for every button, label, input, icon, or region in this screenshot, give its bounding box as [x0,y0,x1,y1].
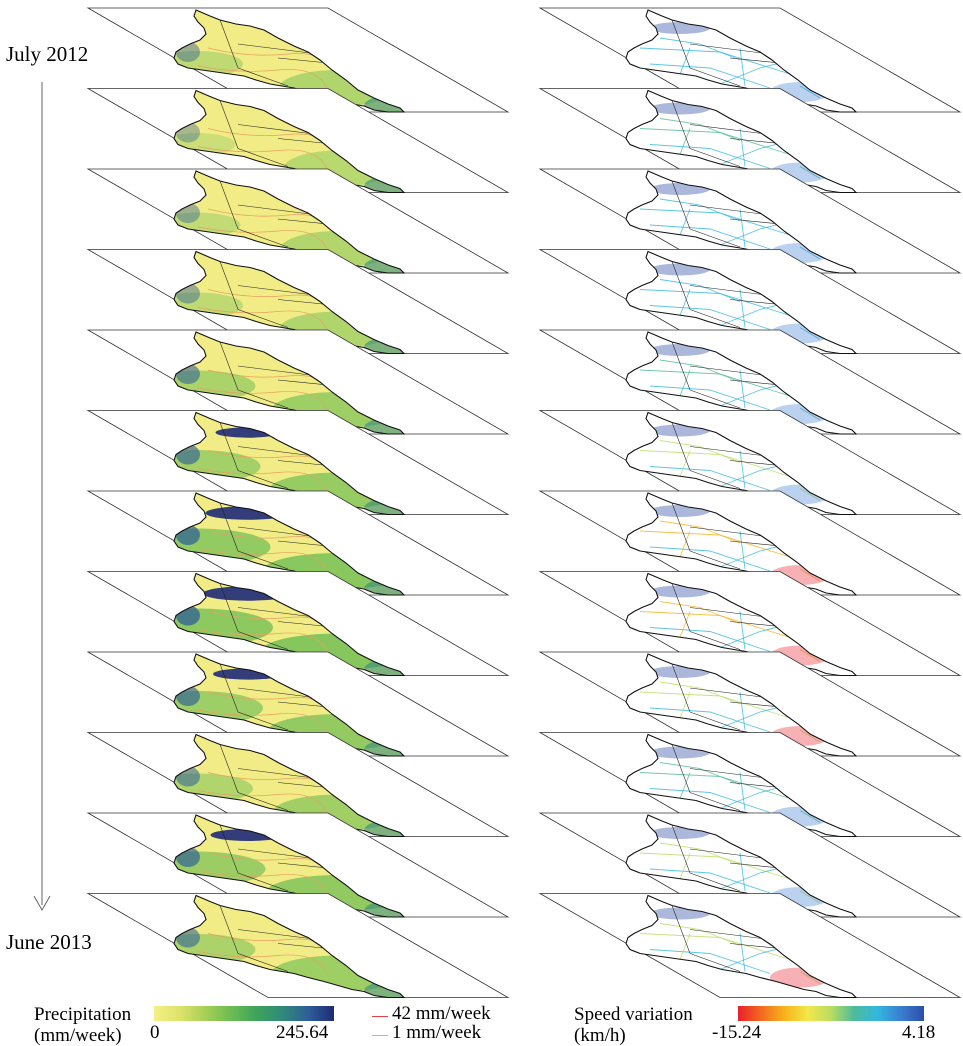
speed-map-layer-9 [538,651,962,757]
precip-map-layer-8 [86,571,510,677]
precipitation-legend-title-line1: Precipitation [34,1004,132,1025]
speed-min-label: -15.24 [712,1022,762,1043]
precipitation-min-label: 0 [150,1022,160,1043]
timeline-arrow-head [33,895,51,912]
precipitation-max-label: 245.64 [276,1022,329,1043]
speed-legend-title-line1: Speed variation [574,1004,693,1025]
speed-map-layer-2 [538,88,962,194]
precip-map-layer-1 [86,7,510,113]
speed-map-layer-6 [538,410,962,516]
speed-land-fill [626,895,856,998]
precip-map-layer-3 [86,168,510,274]
precipitation-legend-title: Precipitation (mm/week) [34,1004,131,1046]
speed-land-fill [626,10,856,112]
speed-land-fill [626,654,856,756]
precip-map-layer-12 [86,893,510,999]
speed-colorbar [738,1006,924,1021]
speed-land-fill [626,412,856,515]
speed-map-layer-5 [538,329,962,435]
contour-1-swatch [372,1035,388,1036]
contour-1-label: 1 mm/week [392,1022,482,1043]
speed-coastline [625,894,858,999]
timeline-start-label: July 2012 [6,42,89,66]
contour-42-swatch [372,1016,388,1017]
precip-map-layer-5 [86,329,510,435]
speed-land-fill [626,90,856,193]
precip-map-layer-11 [86,812,510,918]
speed-map-layer-12 [538,893,962,999]
speed-map-layer-10 [538,732,962,838]
speed-land-fill [626,332,856,434]
precipitation-colorbar [154,1006,334,1021]
speed-map-layer-8 [538,571,962,677]
speed-map-layer-11 [538,812,962,918]
speed-map-layer-7 [538,490,962,596]
speed-legend-title-line2: (km/h) [574,1025,626,1046]
speed-land-fill [626,171,856,273]
precip-land-fill [174,90,404,193]
speed-land-fill [626,815,856,917]
timeline-end-label: June 2013 [6,930,92,954]
speed-land-fill [626,573,856,676]
contour-42-label: 42 mm/week [392,1003,491,1024]
speed-map-layer-4 [538,249,962,355]
precip-coastline [173,894,406,999]
speed-legend-title: Speed variation (km/h) [574,1004,693,1046]
speed-land-fill [626,251,856,354]
speed-land-fill [626,493,856,595]
precipitation-legend-title-line2: (mm/week) [34,1025,122,1046]
speed-land-fill [626,734,856,837]
precip-land-fill [174,171,404,273]
speed-max-label: 4.18 [902,1022,936,1043]
